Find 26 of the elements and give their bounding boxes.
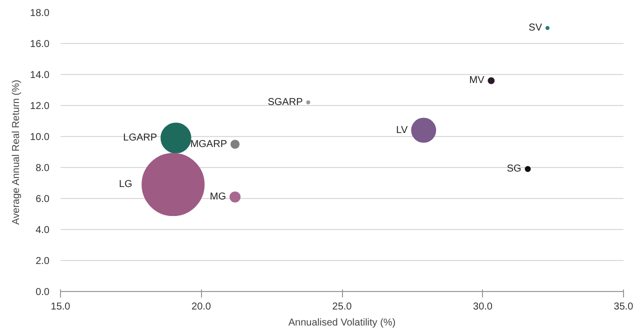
y-tick-label: 6.0 [36,194,50,205]
x-tick-label: 15.0 [50,302,71,312]
y-tick-label: 10.0 [30,132,50,143]
x-tick-label: 35.0 [614,302,634,312]
x-axis-title: Annualised Volatility (%) [288,318,396,328]
annotation: SGARP [268,96,304,108]
y-tick-label: 4.0 [36,225,50,236]
annotation: MV [469,75,485,86]
x-tick-label: 20.0 [192,302,212,312]
y-axis-title: Average Annual Real Return (%) [11,80,22,225]
y-tick-label: 8.0 [36,163,50,174]
y-tick-label: 0.0 [36,287,50,298]
annotation: LGARP [123,132,158,144]
annotation: LG [118,179,133,190]
x-tick-label: 30.0 [473,302,493,312]
y-tick-label: 18.0 [30,8,50,19]
y-tick-label: 16.0 [30,39,50,50]
y-tick-label: 14.0 [30,70,50,81]
annotation: SG [506,164,522,175]
annotation: MGARP [190,138,228,150]
annotation: MG [210,191,226,202]
annotation: SV [528,22,542,34]
x-tick-label: 25.0 [332,302,352,312]
annotation: LV [396,124,408,136]
y-tick-label: 2.0 [36,256,50,267]
y-tick-label: 12.0 [30,101,50,112]
